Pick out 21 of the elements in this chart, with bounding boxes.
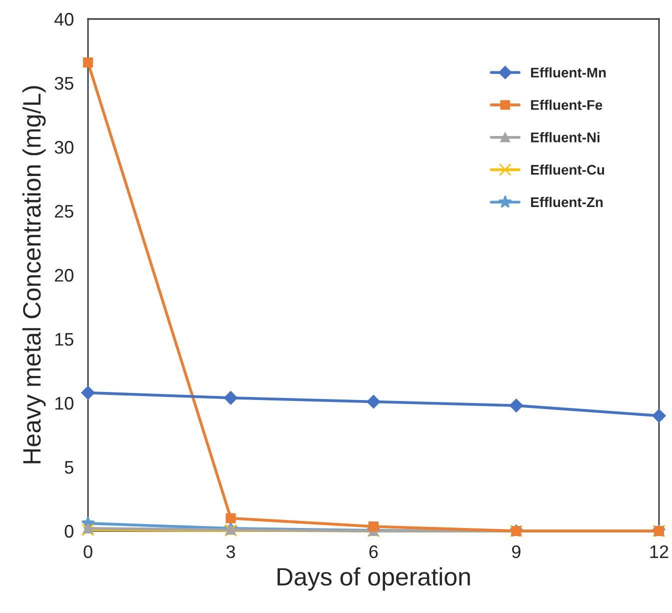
y-tick-label: 20 <box>54 268 74 282</box>
y-axis-title: Heavy metal Concentration (mg/L) <box>22 86 46 464</box>
legend-label: Effluent-Ni <box>531 132 600 142</box>
x-tick-label: 6 <box>369 545 378 558</box>
x-tick-label: 0 <box>84 545 92 558</box>
y-tick-label: 30 <box>54 140 74 154</box>
x-tick-label: 3 <box>226 545 235 558</box>
legend-label: Effluent-Cu <box>531 164 604 175</box>
y-tick-label: 0 <box>64 524 74 538</box>
x-tick-label: 12 <box>650 545 668 558</box>
y-tick-label: 25 <box>54 204 74 218</box>
y-tick-label: 15 <box>55 333 74 346</box>
y-tick-label: 5 <box>64 461 74 474</box>
legend-label: Effluent-Zn <box>531 196 603 208</box>
legend-label: Effluent-Mn <box>531 67 606 78</box>
x-tick-label: 9 <box>512 545 520 558</box>
legend-label: Effluent-Fe <box>531 100 602 110</box>
x-axis-title: Days of operation <box>278 567 470 591</box>
y-tick-label: 40 <box>54 12 74 26</box>
y-tick-label: 35 <box>54 76 74 90</box>
y-tick-label: 10 <box>55 396 74 410</box>
